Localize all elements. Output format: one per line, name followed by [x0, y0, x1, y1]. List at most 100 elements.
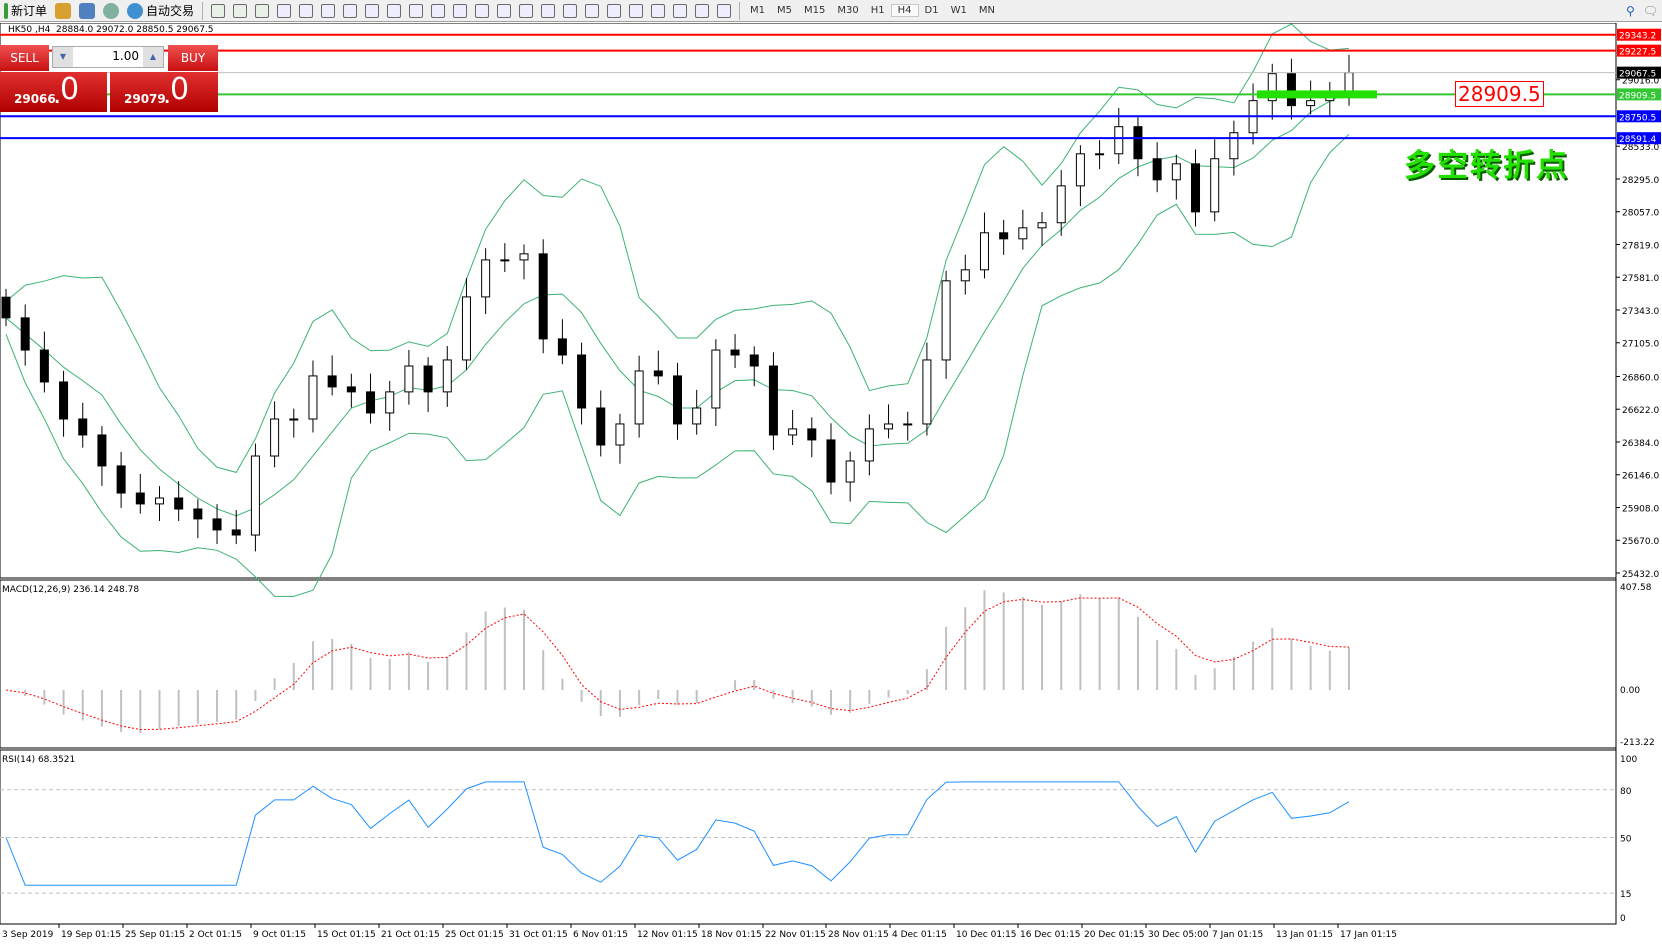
time-label: 28 Nov 01:15	[828, 930, 889, 940]
price-tick-label: 27105.0	[1622, 340, 1659, 350]
candle-bearish	[807, 428, 817, 441]
candle-bullish	[461, 296, 471, 361]
time-label: 4 Dec 01:15	[892, 930, 947, 940]
zoom-out-button[interactable]	[361, 1, 383, 21]
templates-button[interactable]	[493, 1, 515, 21]
chart-area[interactable]: 29016.0 28533.0 28295.0 28057.0 27819.0 27581…	[0, 23, 1662, 945]
timeframe-h1[interactable]: H1	[870, 5, 885, 16]
timeframe-m5[interactable]: M5	[777, 5, 793, 16]
candle-bearish	[97, 434, 107, 467]
indicators-button[interactable]	[449, 1, 471, 21]
time-label: 12 Nov 01:15	[637, 930, 698, 940]
fibo-fan-icon	[651, 3, 666, 18]
time-label: 30 Dec 05:00	[1148, 930, 1209, 940]
price-tick-label: 28533.0	[1622, 143, 1659, 153]
candle-bearish	[596, 407, 606, 446]
candle-bearish	[59, 381, 69, 420]
new-order-button[interactable]: 新订单	[0, 1, 51, 21]
pivot-zone-bar[interactable]	[1257, 90, 1377, 99]
sell-price[interactable]: 29066. 0	[0, 72, 107, 112]
candle-bearish	[39, 349, 49, 383]
arrows-button[interactable]	[713, 1, 735, 21]
market-watch-button[interactable]	[75, 1, 99, 21]
timeframe-h4[interactable]: H4	[890, 4, 919, 17]
trendline-button[interactable]	[603, 1, 625, 21]
price-tick-label: 26384.0	[1622, 439, 1659, 449]
chart-shift-button[interactable]	[427, 1, 449, 21]
vertical-line-button[interactable]	[559, 1, 581, 21]
level-price-badge	[1617, 44, 1661, 57]
timeframe-m15[interactable]: M15	[804, 5, 826, 16]
arrows-icon	[717, 3, 732, 18]
candle-bullish	[960, 269, 970, 282]
fibo-fan-button[interactable]	[647, 1, 669, 21]
timeframe-w1[interactable]: W1	[950, 5, 967, 16]
crosshair-icon	[541, 3, 556, 18]
lot-decrease-button[interactable]: ▼	[53, 47, 73, 67]
price-tick-label: 25432.0	[1622, 570, 1659, 580]
auto-trading-button[interactable]: 自动交易	[123, 1, 198, 21]
candlestick-chart-button[interactable]	[295, 1, 317, 21]
candle-bearish	[327, 375, 337, 388]
text-button[interactable]	[669, 1, 691, 21]
candle-bearish	[749, 354, 759, 367]
chat-button[interactable]: 🗨	[1639, 1, 1662, 21]
candle-bearish	[1286, 73, 1296, 107]
time-label: 3 Sep 2019	[2, 930, 54, 940]
time-label: 20 Dec 01:15	[1084, 930, 1145, 940]
buy-price-big: 0	[170, 72, 190, 107]
pivot-point-annotation[interactable]: 多空转折点	[1404, 148, 1569, 184]
zoom-out-icon	[365, 3, 380, 18]
toolbar: 新订单 自动交易 M1 M5 M15 M30 H1 H4 D1 W1 MN ⚲ 🗨	[0, 0, 1662, 22]
new-order-icon	[4, 2, 8, 19]
candle-bullish	[845, 460, 855, 483]
periods-button[interactable]	[471, 1, 493, 21]
market-watch-button[interactable]	[229, 1, 251, 21]
candle-bullish	[404, 365, 414, 393]
templates-icon	[497, 3, 512, 18]
history-center-button[interactable]	[207, 1, 229, 21]
zoom-in-icon	[343, 3, 358, 18]
timeframe-d1[interactable]: D1	[924, 5, 939, 16]
level-price-badge	[1617, 28, 1661, 41]
sell-button[interactable]: SELL	[0, 45, 49, 71]
signals-button[interactable]	[251, 1, 273, 21]
buy-button[interactable]: BUY	[168, 45, 218, 71]
auto-trading-label: 自动交易	[146, 4, 195, 18]
auto-scroll-button[interactable]	[405, 1, 427, 21]
timeframe-m1[interactable]: M1	[750, 5, 766, 16]
rsi-tick-label: 0	[1620, 914, 1626, 924]
cursor-button[interactable]	[515, 1, 537, 21]
text-label-button[interactable]	[691, 1, 713, 21]
lot-size-field[interactable]: ▼ 1.00 ▲	[52, 46, 164, 68]
bar-chart-button[interactable]	[273, 1, 295, 21]
auto-trading-icon	[127, 2, 144, 19]
timeframe-mn[interactable]: MN	[978, 5, 995, 16]
crosshair-button[interactable]	[537, 1, 559, 21]
timeframe-m30[interactable]: M30	[837, 5, 859, 16]
candle-bullish	[711, 349, 721, 409]
line-chart-button[interactable]	[317, 1, 339, 21]
price-tick-label: 28295.0	[1622, 176, 1659, 186]
history-center-button[interactable]	[51, 1, 75, 21]
price-tick-label: 28057.0	[1622, 209, 1659, 219]
candle-bullish	[519, 253, 529, 261]
bar-chart-icon	[277, 3, 292, 18]
candle-bullish	[385, 391, 395, 414]
horizontal-line-button[interactable]	[581, 1, 603, 21]
time-label: 17 Jan 01:15	[1340, 930, 1397, 940]
tile-windows-button[interactable]	[383, 1, 405, 21]
buy-price[interactable]: 29079. 0	[110, 72, 218, 112]
sell-price-big: 0	[60, 72, 80, 107]
signals-button[interactable]	[99, 1, 123, 21]
time-label: 22 Nov 01:15	[765, 930, 826, 940]
search-button[interactable]: ⚲	[1622, 1, 1639, 21]
pivot-level-label[interactable]: 28909.5	[1455, 81, 1544, 107]
fibonacci-button[interactable]	[625, 1, 647, 21]
candle-bullish	[903, 423, 913, 426]
market-watch-icon	[79, 2, 96, 19]
lot-value[interactable]: 1.00	[112, 49, 139, 63]
zoom-in-button[interactable]	[339, 1, 361, 21]
main-pane	[0, 23, 1617, 579]
lot-increase-button[interactable]: ▲	[143, 47, 163, 67]
